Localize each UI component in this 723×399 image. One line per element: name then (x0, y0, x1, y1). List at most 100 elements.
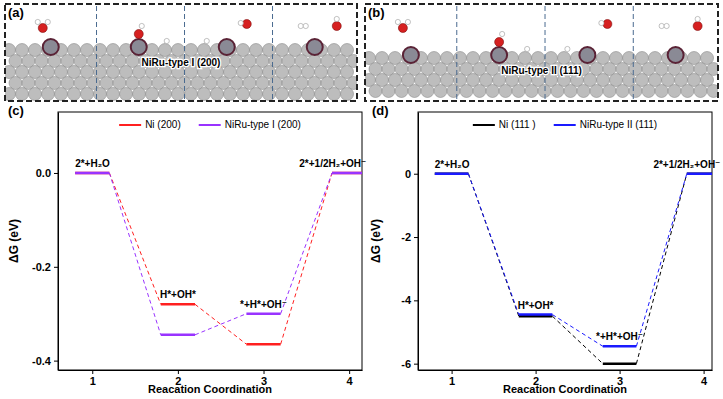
atom-ni (29, 88, 42, 101)
tick: 4 (347, 370, 354, 387)
atom-ni (159, 88, 172, 101)
atom-ni (16, 88, 29, 101)
atom-ni (302, 88, 315, 101)
tick-mark (54, 267, 58, 268)
section-divider (545, 6, 546, 99)
atom-h (139, 23, 144, 28)
section-divider (272, 6, 273, 99)
axis-line (59, 370, 363, 371)
legend-item: Ni (200) (119, 119, 181, 130)
tick: 1 (90, 370, 96, 387)
atom-ni (198, 88, 211, 101)
x-axis-title: Reacation Coordination (503, 383, 627, 395)
atom-ru (43, 39, 59, 55)
atom-o (398, 24, 407, 33)
atom-ni (185, 88, 198, 101)
energy-level (332, 172, 362, 175)
atom-ni (434, 85, 447, 98)
energy-level (435, 172, 469, 175)
atom-ni (5, 88, 16, 101)
legend-item: Ni (111 ) (473, 119, 536, 130)
state-label: 2*+1/2H₂+OH⁻ (653, 159, 720, 170)
series (75, 173, 362, 335)
tick-mark (414, 300, 418, 301)
atom-ni (315, 88, 328, 101)
atom-ru (668, 47, 684, 63)
legend-label: Ni (200) (145, 119, 181, 130)
atom-ni (68, 88, 81, 101)
tick-mark (92, 370, 93, 374)
atom-ru (131, 39, 147, 55)
y-axis-title: ΔG (eV) (369, 219, 383, 263)
series (75, 173, 362, 344)
atom-o (495, 38, 504, 47)
tick-label: 1 (90, 375, 96, 387)
energy-level (603, 345, 637, 348)
atom-ni (172, 88, 185, 101)
atom-ni (369, 85, 382, 98)
atom-h (659, 23, 664, 28)
atom-ni (616, 85, 629, 98)
tick: -2 (401, 231, 418, 243)
energy-level (332, 172, 362, 175)
tick: -4 (401, 294, 418, 306)
tick: 0.0 (36, 167, 58, 179)
atom-ni (81, 88, 94, 101)
atom-o (693, 22, 702, 31)
atom-h (664, 23, 669, 28)
energy-level (75, 172, 109, 175)
atom-ni (681, 85, 694, 98)
atom-o (242, 20, 251, 29)
atom-ru (491, 47, 507, 63)
tick: 4 (701, 370, 708, 387)
connector (109, 173, 160, 304)
tick-label: 4 (701, 375, 708, 387)
axis-line (419, 370, 713, 371)
atom-ru (219, 39, 235, 55)
atom-ni (263, 88, 276, 101)
atom-h (599, 20, 604, 25)
state-label: 2*+1/2H₂+OH⁻ (299, 158, 366, 169)
legend-swatch (473, 124, 495, 126)
tick-label: 4 (347, 375, 354, 387)
connector (195, 314, 246, 335)
legend-swatch (199, 124, 221, 126)
tick-mark (452, 370, 453, 374)
structure-title: NiRu-type I (200) (142, 57, 221, 68)
atom-ni (668, 85, 681, 98)
atom-ni (120, 88, 133, 101)
tick-label: 0 (405, 168, 411, 180)
atom-ni (694, 85, 707, 98)
atom-ni (577, 85, 590, 98)
connector (281, 173, 332, 344)
panel-border (365, 4, 718, 101)
energy-level (687, 172, 712, 175)
atom-ni (421, 85, 434, 98)
tick-mark (54, 173, 58, 174)
plot-frame (418, 112, 712, 370)
atom-ni (55, 88, 68, 101)
tick-mark (349, 370, 350, 374)
structure-atoms (5, 16, 357, 100)
atom-h (204, 38, 209, 43)
legend: Ni (200)NiRu-type I (200) (119, 119, 301, 130)
legend: Ni (111 )NiRu-type II (111) (473, 119, 657, 130)
atom-ni (642, 85, 655, 98)
series (435, 174, 712, 364)
atom-ru (403, 47, 419, 63)
atom-ni (224, 88, 237, 101)
atom-ni (499, 85, 512, 98)
energy-level (687, 172, 712, 175)
connector (636, 174, 686, 347)
energy-level (519, 315, 553, 318)
axis-line (418, 113, 419, 371)
y-axis: -0.4-0.20.0 (32, 113, 58, 371)
atom-h (298, 23, 303, 28)
energy-level (161, 303, 195, 306)
chart-panel: 1234-0.4-0.20.0Reacation CoordinationΔG … (7, 103, 366, 395)
atom-h (35, 19, 40, 24)
atom-ni (590, 85, 603, 98)
atom-h (164, 38, 169, 43)
atom-h (334, 16, 339, 21)
energy-level (603, 362, 637, 365)
